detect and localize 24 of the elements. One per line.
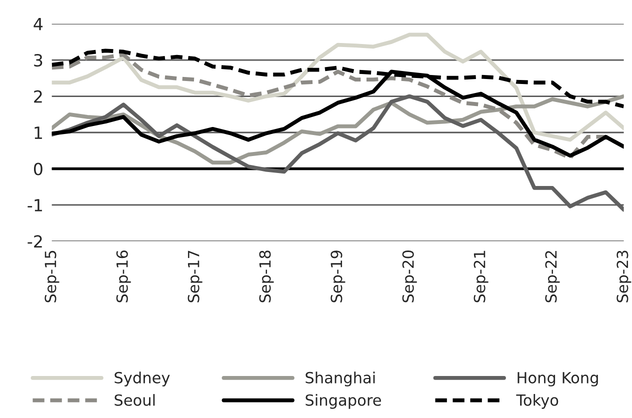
x-tick-label: Sep-17: [188, 250, 202, 302]
legend-label: Sydney: [114, 372, 170, 386]
x-tick-label: Sep-20: [402, 250, 417, 302]
y-tick-label: 4: [34, 18, 43, 30]
line-series: [52, 32, 624, 142]
y-tick-label: -2: [28, 235, 42, 248]
y-tick-label: 0: [34, 162, 42, 176]
y-tick-label: 3: [34, 54, 42, 67]
legend-label: Hong Kong: [518, 372, 598, 386]
x-tick-label: Sep-22: [545, 251, 560, 302]
x-tick-label: Sep-16: [116, 250, 131, 302]
x-tick-label: Sep-21: [474, 250, 488, 302]
x-tick-label: Sep-19: [330, 250, 346, 302]
legend-label: Tokyo: [516, 394, 558, 409]
legend-label: Seoul: [114, 394, 155, 406]
y-tick-label: 1: [34, 126, 42, 139]
x-tick-label: Sep-23: [616, 250, 632, 302]
x-tick-label: Sep-15: [44, 250, 60, 302]
line-series: [52, 94, 624, 212]
y-tick-label: 2: [34, 90, 42, 103]
legend-label: Shanghai: [306, 372, 375, 386]
y-tick-label: -1: [28, 199, 42, 212]
x-tick-label: Sep-18: [259, 250, 274, 302]
legend-label: Singapore: [306, 394, 381, 409]
